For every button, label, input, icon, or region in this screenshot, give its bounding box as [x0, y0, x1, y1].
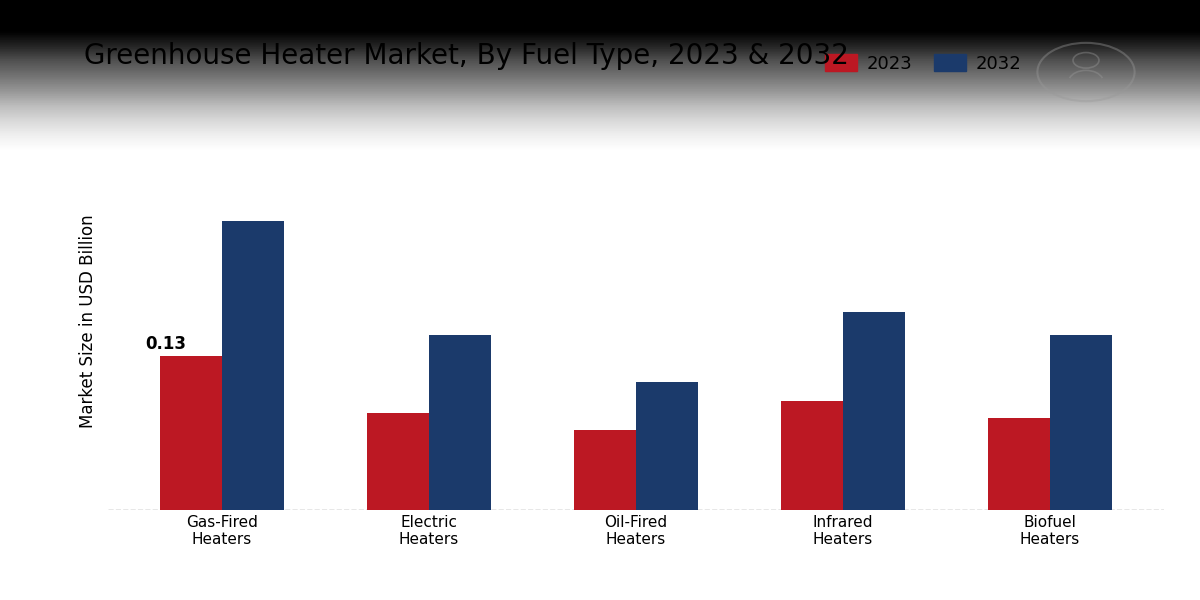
Bar: [160, 356, 222, 510]
Text: 0.13: 0.13: [145, 335, 187, 353]
Text: Greenhouse Heater Market, By Fuel Type, 2023 & 2032: Greenhouse Heater Market, By Fuel Type, …: [84, 42, 848, 70]
Bar: [636, 382, 698, 510]
Y-axis label: Market Size in USD Billion: Market Size in USD Billion: [79, 214, 97, 428]
Bar: [1050, 335, 1112, 510]
Bar: [574, 430, 636, 510]
Bar: [428, 335, 491, 510]
Bar: [988, 418, 1050, 510]
Bar: [222, 221, 284, 510]
Bar: [781, 401, 844, 510]
Legend: 2023, 2032: 2023, 2032: [817, 47, 1028, 80]
Bar: [367, 413, 428, 510]
Bar: [844, 311, 905, 510]
